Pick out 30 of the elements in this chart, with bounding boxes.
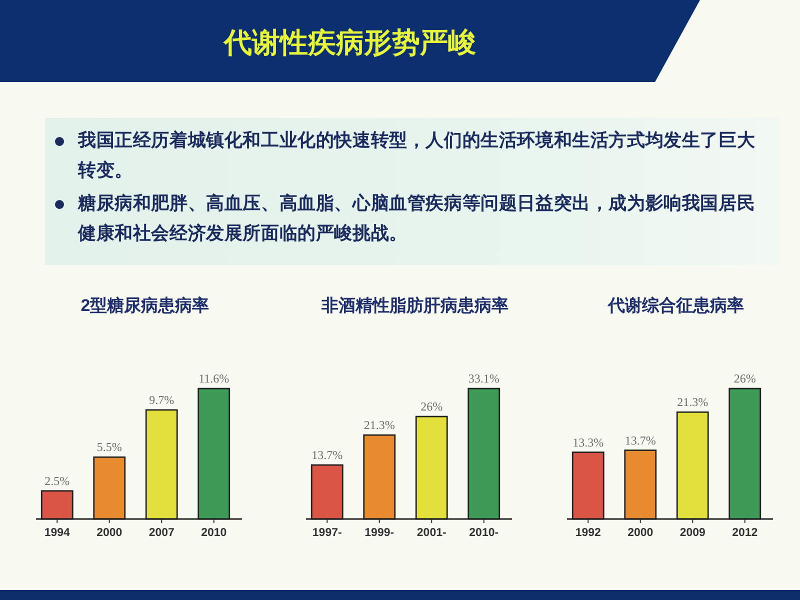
x-tick-label: 2000: [96, 527, 122, 539]
data-label: 11.6%: [198, 372, 230, 386]
text: 我国正经历着城镇化和工业化的快速转型，人们的生活环境和生活方式均发生了巨大转变。: [78, 129, 756, 182]
text: 代谢性疾病形势严峻: [222, 26, 477, 60]
x-tick-label: 2010: [201, 527, 227, 539]
data-label: 21.3%: [364, 418, 395, 432]
data-label: 13.7%: [624, 433, 656, 448]
chart-title: 2型糖尿病患病率: [80, 295, 210, 317]
x-tick-label: 2010-: [469, 527, 499, 539]
data-label: 13.3%: [572, 435, 604, 450]
x-tick-label: 1997-: [312, 527, 342, 539]
data-label: 26%: [420, 400, 443, 414]
data-label: 26%: [734, 372, 756, 386]
text: 糖尿病和肥胖、高血压、高血脂、心脑血管疾病等问题日益突出，成为影响我国居民健康和社会经济发展所面临的严峻挑战。: [78, 192, 756, 245]
x-tick-label: 2009: [680, 527, 706, 539]
x-tick-label: 2007: [148, 527, 174, 539]
data-label: 9.7%: [149, 392, 174, 407]
data-label: 21.3%: [677, 395, 708, 410]
data-label: 2.5%: [44, 474, 70, 488]
x-tick-label: 2012: [732, 527, 758, 539]
chart-title: 代谢综合征患病率: [606, 295, 745, 317]
data-label: 13.7%: [312, 448, 343, 462]
x-tick-label: 2000: [628, 527, 654, 539]
x-tick-label: 1999-: [364, 527, 394, 539]
chart-title: 非酒精性脂肪肝病患病率: [320, 295, 510, 317]
x-tick-label: 2001-: [416, 527, 446, 539]
data-label: 33.1%: [468, 372, 500, 386]
data-label: 5.5%: [96, 440, 122, 454]
x-tick-label: 1994: [44, 527, 71, 539]
x-tick-label: 1992: [575, 527, 601, 539]
